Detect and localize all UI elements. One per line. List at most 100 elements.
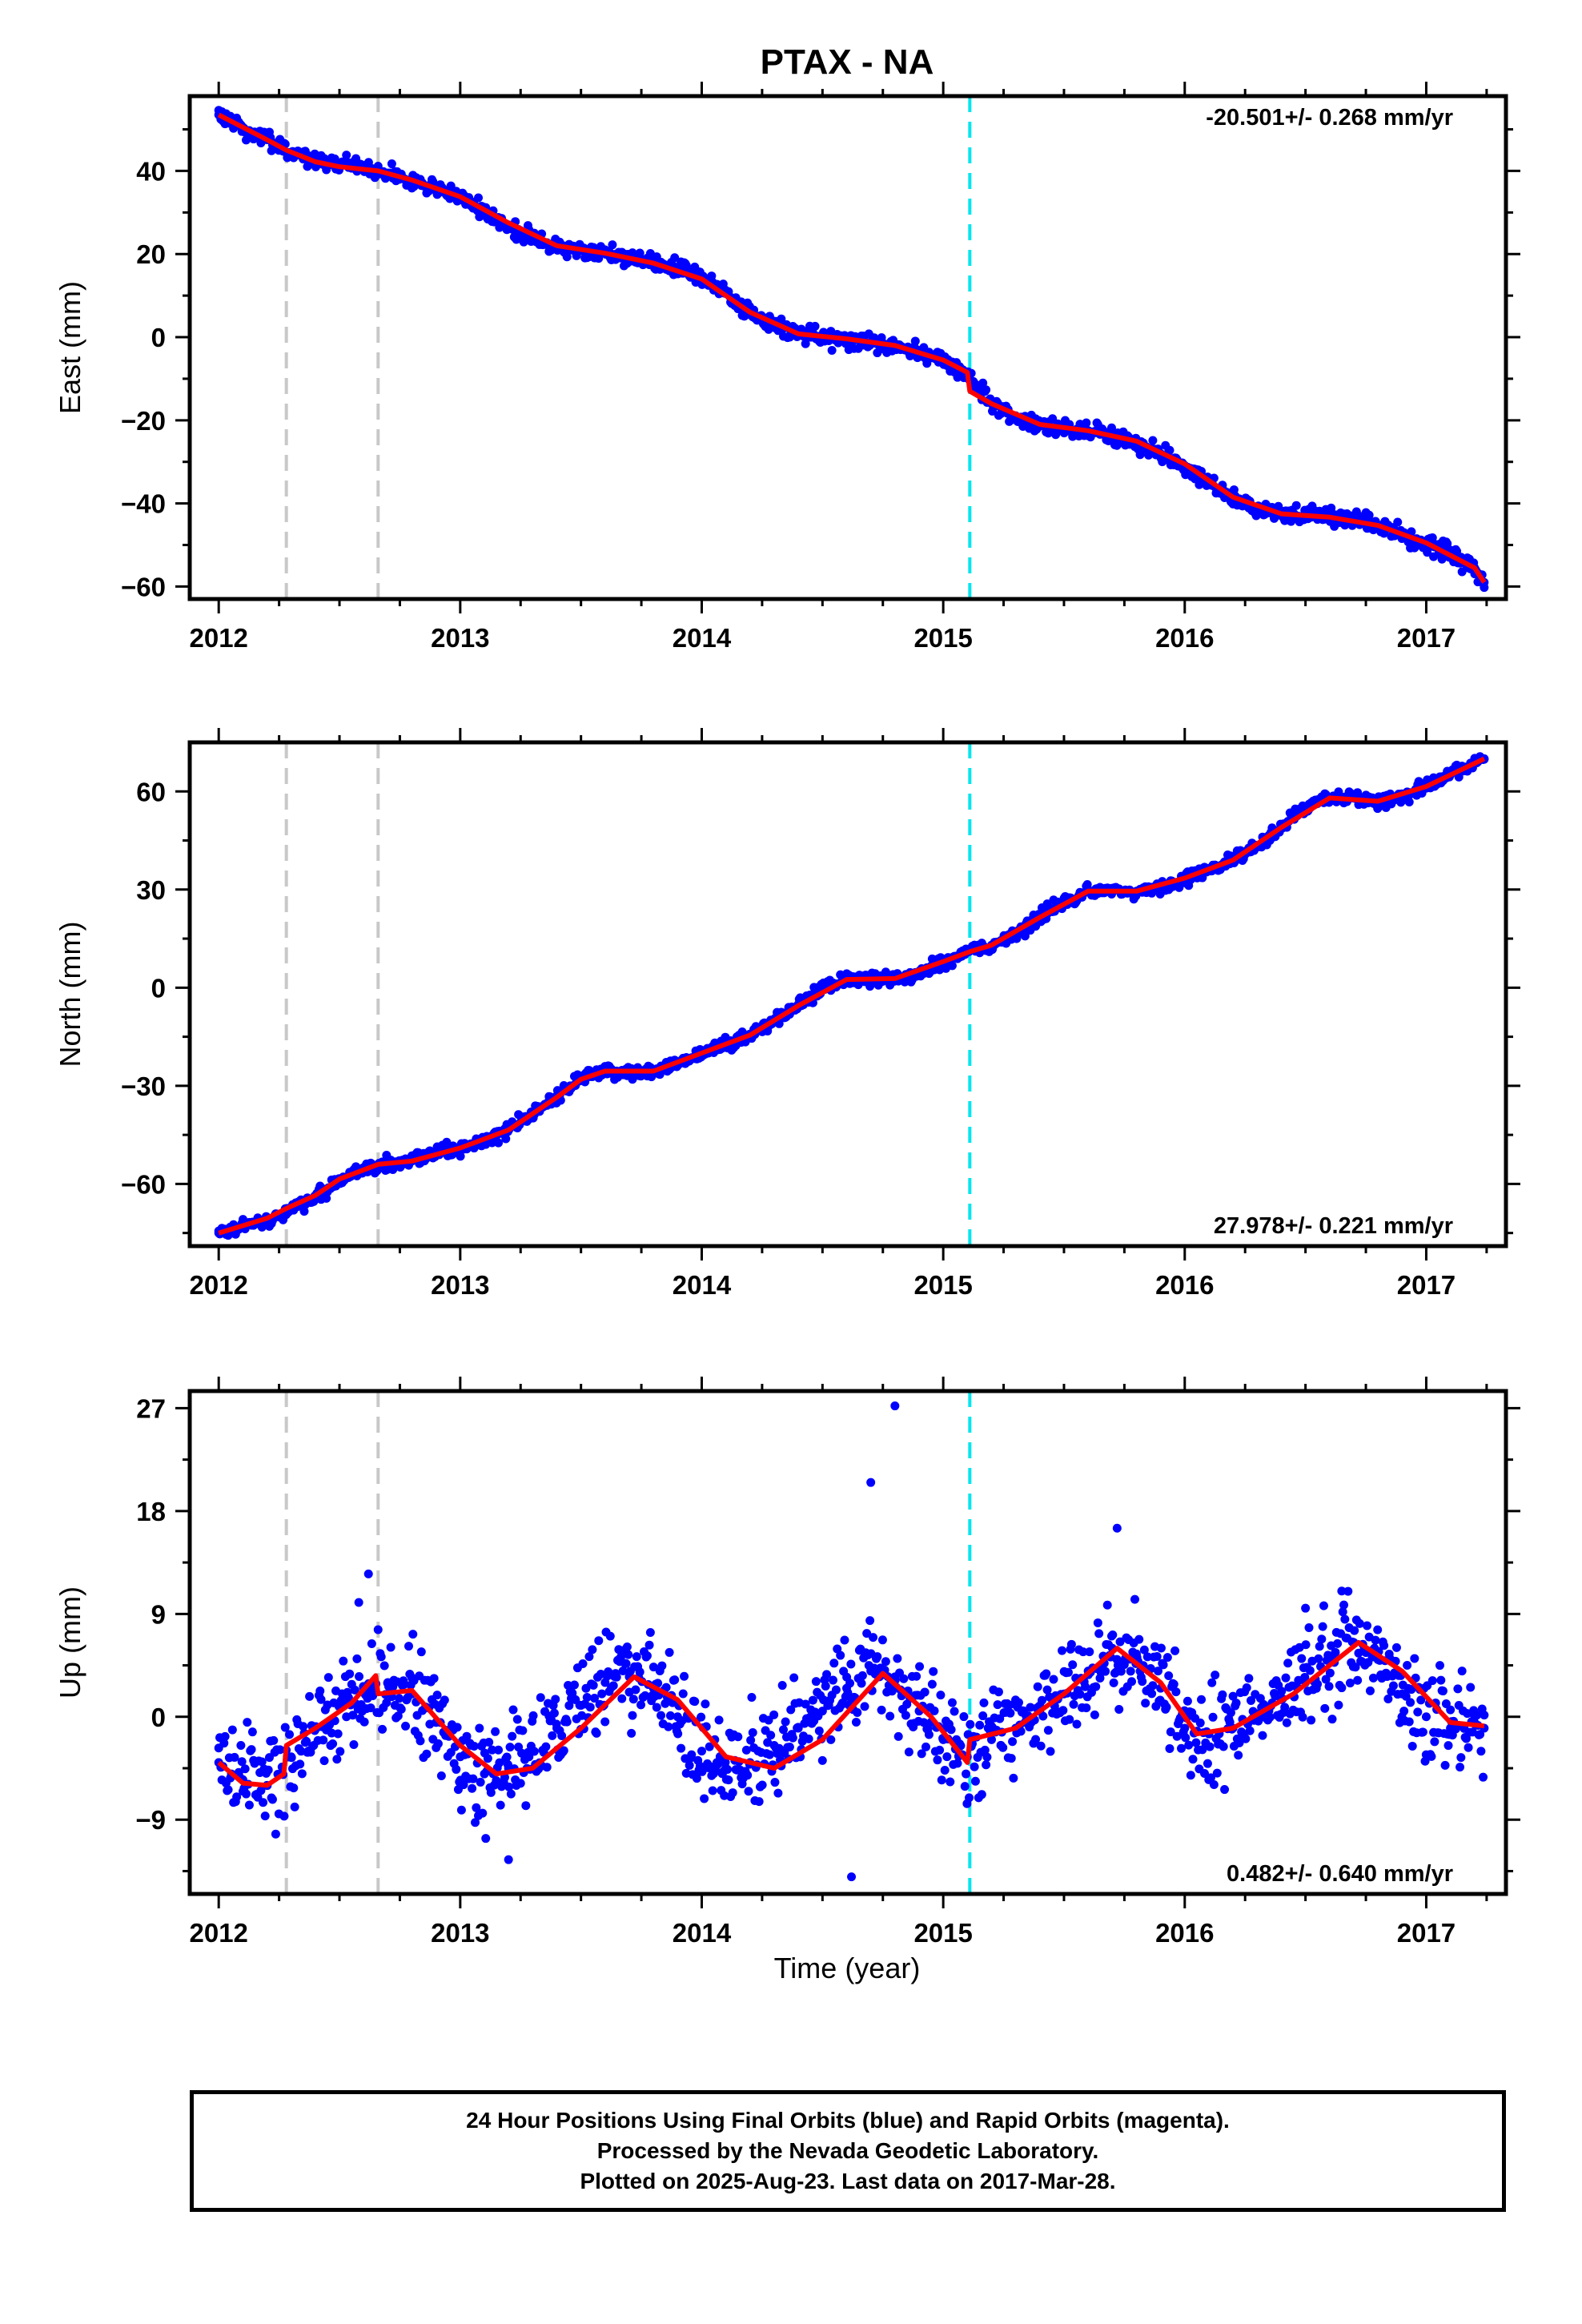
position-point — [241, 1789, 251, 1799]
position-point — [808, 1695, 817, 1705]
position-point — [236, 1740, 246, 1750]
x-tick-label: 2014 — [673, 1270, 732, 1300]
position-point — [552, 1723, 562, 1733]
position-point — [631, 1685, 640, 1695]
position-point — [801, 339, 810, 348]
position-point — [1094, 1629, 1104, 1638]
position-point — [1014, 1698, 1023, 1707]
position-point — [1231, 1699, 1241, 1708]
position-point — [940, 1765, 950, 1775]
position-point — [901, 1711, 910, 1720]
position-point — [295, 1759, 305, 1769]
y-axis-label: East (mm) — [54, 281, 86, 414]
position-point — [315, 1686, 325, 1695]
position-point — [459, 1780, 468, 1790]
position-point — [857, 1671, 867, 1680]
caption-line-1: 24 Hour Positions Using Final Orbits (bl… — [466, 2108, 1230, 2133]
position-point — [594, 254, 604, 263]
position-point — [605, 1631, 615, 1641]
y-tick-label: −20 — [121, 406, 166, 436]
position-point — [1205, 1742, 1215, 1751]
position-point — [481, 1834, 491, 1844]
position-point — [339, 1656, 348, 1666]
position-point — [328, 1739, 338, 1749]
up-panel: 2012 2013 2014 2015 2016 2017 −9 0 9 18 27 Up (mm) 0… — [54, 1377, 1520, 1948]
x-tick-label: 2013 — [431, 1918, 489, 1948]
position-point — [260, 1811, 270, 1821]
position-point — [1228, 1691, 1238, 1701]
plot-frame — [187, 94, 1508, 601]
position-point — [700, 1794, 709, 1803]
position-point — [366, 1703, 375, 1713]
position-point — [1427, 1751, 1436, 1761]
position-point — [452, 1723, 462, 1732]
position-point — [828, 1675, 837, 1685]
position-point — [1081, 1682, 1090, 1691]
position-point — [404, 1642, 413, 1651]
position-point — [890, 1672, 900, 1682]
position-point — [1195, 1718, 1205, 1727]
position-point — [1317, 1634, 1327, 1644]
position-point — [777, 314, 786, 324]
position-point — [1453, 1684, 1463, 1694]
position-point — [335, 1747, 345, 1756]
position-point — [645, 1628, 655, 1638]
position-point — [305, 1691, 315, 1701]
position-point — [1101, 1667, 1110, 1676]
y-tick-label: 30 — [136, 875, 166, 905]
y-ticks — [175, 790, 1520, 1235]
model-line — [217, 1640, 1485, 1788]
y-axis-label: North (mm) — [54, 922, 86, 1068]
position-point — [227, 1725, 237, 1735]
position-point — [814, 1726, 824, 1735]
position-point — [290, 1802, 299, 1811]
position-point — [1351, 1663, 1360, 1672]
position-point — [822, 1670, 832, 1679]
position-point — [929, 1667, 938, 1676]
position-point — [881, 1657, 890, 1667]
position-point — [376, 1652, 386, 1662]
position-point — [1399, 1707, 1409, 1716]
position-point — [483, 1754, 492, 1763]
position-point — [469, 1741, 479, 1751]
position-point — [1304, 1622, 1314, 1632]
position-point — [644, 1640, 654, 1650]
data-points — [214, 752, 1489, 1240]
position-point — [1325, 1668, 1335, 1678]
position-point — [1383, 1695, 1393, 1704]
position-point — [1112, 1523, 1122, 1533]
position-point — [1418, 1727, 1427, 1737]
position-point — [959, 1712, 969, 1722]
position-point — [1176, 1743, 1186, 1753]
position-point — [247, 1745, 256, 1755]
position-point — [597, 1689, 607, 1699]
position-point — [548, 1731, 557, 1740]
position-point — [585, 1703, 595, 1712]
position-point — [422, 1749, 432, 1759]
position-point — [1102, 1600, 1112, 1610]
position-point — [1277, 1687, 1287, 1696]
x-tick-label: 2012 — [189, 1270, 247, 1300]
position-point — [930, 1706, 939, 1715]
position-point — [484, 1737, 494, 1747]
position-point — [986, 1735, 996, 1744]
y-axis-label: Up (mm) — [54, 1586, 86, 1699]
position-point — [576, 1701, 586, 1710]
position-point — [263, 1765, 273, 1775]
x-tick-label: 2013 — [431, 1270, 489, 1300]
x-tick-label: 2016 — [1155, 1270, 1214, 1300]
position-point — [1247, 1695, 1256, 1705]
position-point — [244, 1800, 254, 1810]
position-point — [836, 1651, 845, 1660]
position-point — [379, 1661, 389, 1671]
x-ticks — [217, 728, 1488, 1261]
position-point — [612, 1672, 621, 1682]
position-point — [1314, 1654, 1323, 1663]
position-point — [673, 1712, 682, 1722]
position-point — [1407, 1685, 1416, 1695]
position-point — [1186, 1771, 1195, 1780]
position-point — [652, 1703, 661, 1712]
position-point — [924, 1730, 934, 1739]
position-point — [1337, 1683, 1347, 1693]
position-point — [1301, 1640, 1311, 1650]
